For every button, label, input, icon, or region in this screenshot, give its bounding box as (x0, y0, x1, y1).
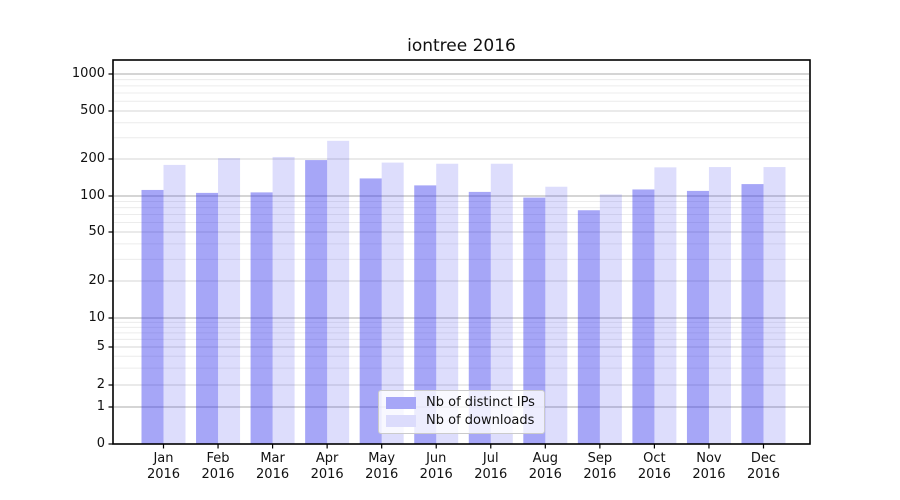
bar-downloads-jan (163, 164, 186, 444)
x-tick-label: Jul 2016 (474, 451, 508, 482)
x-tick-label: Oct 2016 (637, 451, 671, 482)
bar-downloads-oct (654, 167, 677, 445)
chart-title: iontree 2016 (407, 36, 516, 56)
bar-downloads-jun (436, 163, 459, 444)
bar-downloads-dec (763, 167, 786, 444)
bar-downloads-feb (218, 158, 241, 444)
x-tick-label: Jun 2016 (419, 451, 453, 482)
x-tick-label: Aug 2016 (528, 451, 562, 482)
bar-distinct-ips-oct (632, 189, 655, 444)
y-tick-label: 500 (80, 103, 105, 118)
bar-distinct-ips-mar (250, 192, 273, 444)
y-tick-label: 200 (80, 151, 105, 166)
bar-distinct-ips-aug (523, 197, 546, 444)
bar-downloads-mar (272, 156, 295, 444)
bar-distinct-ips-apr (305, 160, 328, 444)
x-tick-label: Nov 2016 (692, 451, 726, 482)
x-tick-label: Jan 2016 (146, 451, 181, 482)
legend: Nb of distinct IPs Nb of downloads (378, 390, 545, 434)
y-tick-label: 50 (88, 224, 105, 239)
x-tick-label: Sep 2016 (583, 451, 617, 482)
y-tick-label: 100 (80, 188, 105, 203)
bar-downloads-apr (327, 140, 350, 444)
legend-item-distinct-ips: Nb of distinct IPs (386, 396, 538, 410)
x-tick-label: Dec 2016 (746, 451, 781, 482)
x-tick-label: Feb 2016 (201, 451, 235, 482)
legend-label-downloads: Nb of downloads (426, 413, 535, 428)
bar-downloads-may (381, 162, 404, 444)
legend-item-downloads: Nb of downloads (386, 414, 538, 428)
x-tick-label: Apr 2016 (310, 451, 344, 482)
y-tick-label: 1 (96, 399, 105, 414)
x-tick-label: May 2016 (365, 451, 399, 482)
y-tick-label: 1000 (71, 66, 105, 81)
bar-distinct-ips-nov (686, 190, 709, 444)
bar-downloads-jul (490, 163, 513, 444)
legend-label-distinct-ips: Nb of distinct IPs (426, 395, 535, 410)
bar-downloads-sep (599, 194, 622, 444)
y-tick-label: 10 (88, 310, 105, 325)
bar-distinct-ips-jul (468, 191, 491, 444)
bar-downloads-nov (708, 167, 731, 444)
bar-distinct-ips-may (359, 178, 382, 444)
bar-downloads-aug (545, 186, 568, 444)
bar-distinct-ips-jan (141, 189, 164, 444)
bar-distinct-ips-dec (741, 184, 764, 444)
x-tick-label: Mar 2016 (256, 451, 290, 482)
y-tick-label: 20 (88, 273, 105, 288)
bar-distinct-ips-jun (414, 185, 437, 445)
y-tick-label: 2 (96, 377, 105, 392)
y-tick-label: 5 (96, 339, 105, 354)
legend-swatch-distinct-ips (386, 397, 416, 409)
y-tick-label: 0 (96, 436, 105, 451)
bar-distinct-ips-sep (577, 210, 600, 444)
bar-distinct-ips-feb (196, 192, 219, 444)
axes-spines (112, 59, 811, 445)
legend-swatch-downloads (386, 415, 416, 427)
